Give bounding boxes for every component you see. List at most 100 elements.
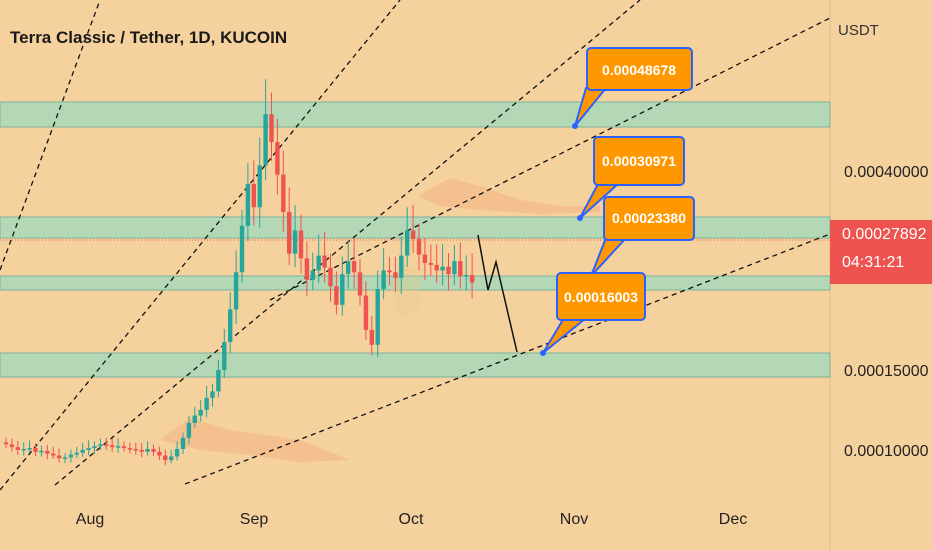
candle-body[interactable]: [51, 453, 56, 456]
candle-body[interactable]: [369, 329, 374, 345]
candle-body[interactable]: [21, 449, 26, 451]
candle-body[interactable]: [351, 261, 357, 273]
candle-body[interactable]: [62, 457, 68, 459]
zone-bottom[interactable]: [0, 352, 831, 378]
candle-body[interactable]: [257, 165, 262, 208]
candle-body[interactable]: [322, 255, 327, 268]
candle-body[interactable]: [251, 183, 256, 208]
candle-body[interactable]: [269, 114, 274, 143]
candle-body[interactable]: [169, 456, 174, 461]
candle-body[interactable]: [405, 230, 410, 256]
candle-body[interactable]: [110, 445, 115, 448]
candle-body[interactable]: [127, 448, 133, 450]
price-axis[interactable]: 0.00040000 0.00015000 0.00010000: [844, 164, 929, 460]
candle-body[interactable]: [174, 449, 180, 457]
candle-body[interactable]: [68, 454, 74, 458]
candle-body[interactable]: [381, 270, 386, 290]
candle-body[interactable]: [275, 142, 280, 175]
candle-body[interactable]: [245, 183, 251, 226]
candle-countdown: 04:31:21: [842, 254, 905, 271]
candle-body[interactable]: [216, 369, 221, 392]
last-price-tag: 0.00027892 04:31:21: [830, 220, 932, 284]
candle-body[interactable]: [464, 275, 469, 277]
candle-body[interactable]: [328, 267, 333, 287]
candle-body[interactable]: [133, 449, 138, 451]
candle-body[interactable]: [357, 272, 363, 296]
candle-body[interactable]: [139, 449, 144, 452]
candle-body[interactable]: [298, 230, 304, 259]
candle-body[interactable]: [163, 455, 168, 461]
candle-body[interactable]: [452, 261, 457, 275]
candle-body[interactable]: [157, 451, 162, 456]
callout-1[interactable]: 0.00048678: [572, 47, 693, 129]
candle-body[interactable]: [316, 255, 321, 271]
candle-body[interactable]: [422, 254, 428, 263]
trend-line-3[interactable]: [54, 0, 641, 486]
candle-body[interactable]: [74, 452, 79, 455]
candle-body[interactable]: [3, 442, 9, 445]
callout-2[interactable]: 0.00030971: [577, 136, 685, 221]
candle-body[interactable]: [292, 230, 298, 254]
callout-3[interactable]: 0.00023380: [588, 196, 695, 279]
candle-body[interactable]: [115, 446, 121, 448]
candle-body[interactable]: [458, 261, 463, 277]
candle-body[interactable]: [151, 449, 156, 452]
candle-body[interactable]: [86, 448, 91, 450]
price-tick-label: 0.00010000: [844, 443, 929, 460]
candle-body[interactable]: [9, 444, 15, 448]
candle-body[interactable]: [56, 455, 62, 459]
candle-body[interactable]: [228, 309, 233, 343]
candle-body[interactable]: [334, 286, 339, 305]
candle-body[interactable]: [428, 263, 433, 265]
candle-body[interactable]: [222, 342, 227, 370]
candle-body[interactable]: [27, 448, 32, 450]
time-tick-label: Aug: [76, 511, 104, 528]
trend-line-5[interactable]: [184, 233, 831, 485]
candle-body[interactable]: [446, 266, 451, 275]
candle-body[interactable]: [80, 449, 85, 453]
candle-body[interactable]: [121, 446, 127, 449]
candle-body[interactable]: [304, 258, 310, 280]
candle-body[interactable]: [239, 225, 245, 273]
trend-line-4[interactable]: [269, 17, 831, 301]
candle-body[interactable]: [192, 415, 197, 423]
candle-body[interactable]: [15, 447, 20, 450]
candle-body[interactable]: [210, 391, 215, 398]
candle-body[interactable]: [340, 274, 345, 305]
candle-body[interactable]: [387, 270, 392, 273]
candle-body[interactable]: [92, 446, 97, 449]
candle-body[interactable]: [416, 238, 422, 255]
candle-body[interactable]: [363, 295, 369, 330]
candle-body[interactable]: [346, 261, 351, 275]
candle-body[interactable]: [440, 266, 445, 271]
candle-body[interactable]: [33, 448, 38, 452]
callout-4[interactable]: 0.00016003: [540, 272, 646, 356]
candle-body[interactable]: [180, 437, 186, 449]
trend-line-2[interactable]: [0, 0, 401, 491]
zone-top[interactable]: [0, 101, 831, 128]
candle-body[interactable]: [281, 174, 286, 212]
time-axis[interactable]: Aug Sep Oct Nov Dec: [76, 511, 747, 528]
candle-body[interactable]: [469, 275, 475, 283]
candle-body[interactable]: [393, 272, 398, 278]
candle-body[interactable]: [198, 409, 203, 416]
projection-path[interactable]: [477, 234, 518, 353]
candle-body[interactable]: [287, 211, 292, 254]
candle-body[interactable]: [410, 230, 416, 239]
candle-body[interactable]: [375, 289, 380, 345]
candle-body[interactable]: [45, 450, 50, 454]
candle-body[interactable]: [145, 449, 150, 452]
candle-body[interactable]: [98, 444, 103, 447]
candle-body[interactable]: [186, 422, 192, 438]
candle-body[interactable]: [434, 264, 439, 271]
price-tick-label: 0.00040000: [844, 164, 929, 181]
candle-body[interactable]: [104, 444, 109, 446]
candle-body[interactable]: [39, 450, 44, 453]
candle-body[interactable]: [204, 397, 209, 410]
candle-body[interactable]: [233, 272, 239, 310]
candle-body[interactable]: [263, 114, 268, 166]
candle-body[interactable]: [399, 255, 404, 278]
candle-body[interactable]: [310, 270, 315, 280]
trend-line-1[interactable]: [0, 0, 101, 271]
